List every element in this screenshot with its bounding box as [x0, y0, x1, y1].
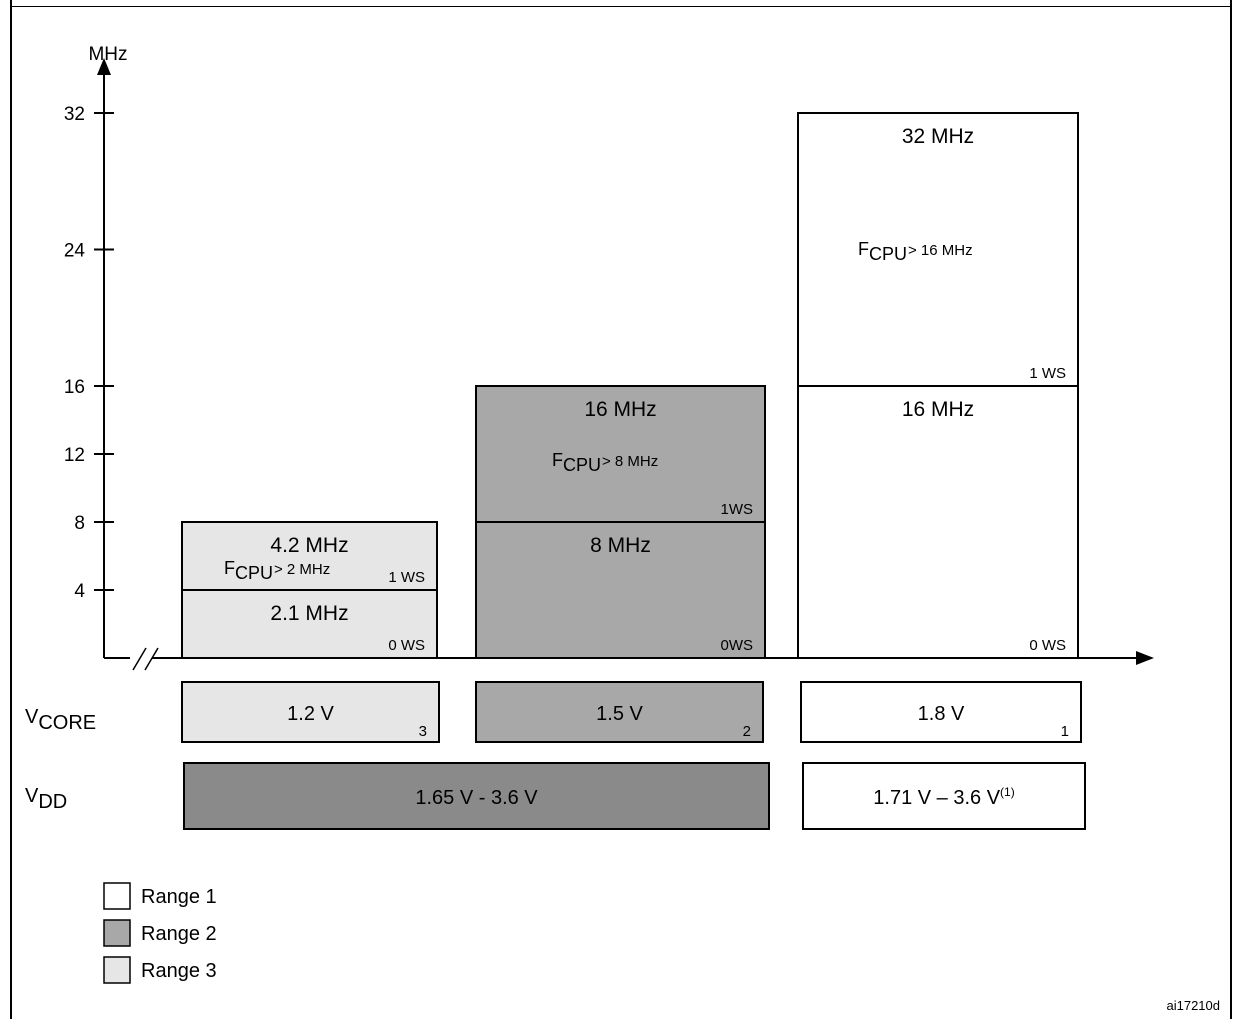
legend-label-1: Range 1: [141, 886, 217, 908]
vdd-value-2: 1.71 V – 3.6 V(1): [873, 785, 1014, 809]
axis-break-mark-1: [132, 647, 147, 671]
y-axis-arrow-icon: [97, 58, 111, 75]
range-2-ws-label-0: 0WS: [720, 637, 753, 654]
legend-swatch-1: [103, 882, 131, 910]
range-1-ws-label-1: 1 WS: [1029, 365, 1066, 382]
figure-frame: [10, 0, 1232, 1019]
range-1-vcore-range-number: 1: [1061, 723, 1069, 740]
range-2-vcore-range-number: 2: [743, 723, 751, 740]
range-3-segment-1: [181, 521, 438, 591]
range-2-segment-0: [475, 521, 766, 659]
range-2-ws-label-1: 1WS: [720, 501, 753, 518]
figure-id: ai17210d: [1167, 998, 1221, 1013]
vdd-row-label: VDD: [25, 785, 67, 813]
range-3-ws-label-0: 0 WS: [388, 637, 425, 654]
range-2-vcore-box: [475, 681, 764, 743]
legend-swatch-2: [103, 919, 131, 947]
range-3-vcore-box: [181, 681, 440, 743]
y-tick-label-8: 8: [74, 513, 85, 534]
range-3-vcore-range-number: 3: [419, 723, 427, 740]
range-2-vcore-value: 1.5 V: [596, 703, 643, 725]
range-3-segment-0: [181, 589, 438, 659]
range-1-freq-label-0: 16 MHz: [902, 398, 974, 421]
range-1-freq-label-1: 32 MHz: [902, 125, 974, 148]
range-1-segment-1: [797, 112, 1079, 387]
legend-label-3: Range 3: [141, 960, 217, 982]
range-1-ws-label-0: 0 WS: [1029, 637, 1066, 654]
range-1-vcore-box: [800, 681, 1082, 743]
vdd-value-1: 1.65 V - 3.6 V: [415, 787, 538, 809]
top-border: [10, 0, 1232, 7]
range-1-condition: > 16 MHz: [908, 242, 973, 259]
range-2-fcpu-label: FCPU: [552, 450, 601, 475]
range-2-freq-label-0: 8 MHz: [590, 534, 651, 557]
range-3-condition: > 2 MHz: [274, 561, 330, 578]
range-3-fcpu-label: FCPU: [224, 558, 273, 583]
axis-break-mark-2: [144, 647, 159, 671]
y-axis-unit: MHz: [88, 44, 127, 65]
vdd-box-1: [183, 762, 770, 830]
range-2-condition: > 8 MHz: [602, 453, 658, 470]
y-tick-label-12: 12: [64, 445, 85, 466]
range-1-fcpu-label: FCPU: [858, 239, 907, 264]
y-tick-label-16: 16: [64, 377, 85, 398]
range-2-segment-1: [475, 385, 766, 523]
range-2-freq-label-1: 16 MHz: [584, 398, 656, 421]
range-3-vcore-value: 1.2 V: [287, 703, 334, 725]
legend-label-2: Range 2: [141, 923, 217, 945]
range-1-segment-0: [797, 385, 1079, 659]
y-tick-label-24: 24: [64, 241, 86, 262]
y-tick-label-32: 32: [64, 104, 85, 125]
x-axis-arrow-icon: [1136, 651, 1154, 665]
range-1-vcore-value: 1.8 V: [918, 703, 965, 725]
legend-swatch-3: [103, 956, 131, 984]
range-3-freq-label-0: 2.1 MHz: [270, 602, 348, 625]
y-tick-label-4: 4: [74, 581, 85, 602]
vdd-box-2: [802, 762, 1086, 830]
range-3-ws-label-1: 1 WS: [388, 569, 425, 586]
vcore-row-label: VCORE: [25, 706, 96, 734]
range-3-freq-label-1: 4.2 MHz: [270, 534, 348, 557]
